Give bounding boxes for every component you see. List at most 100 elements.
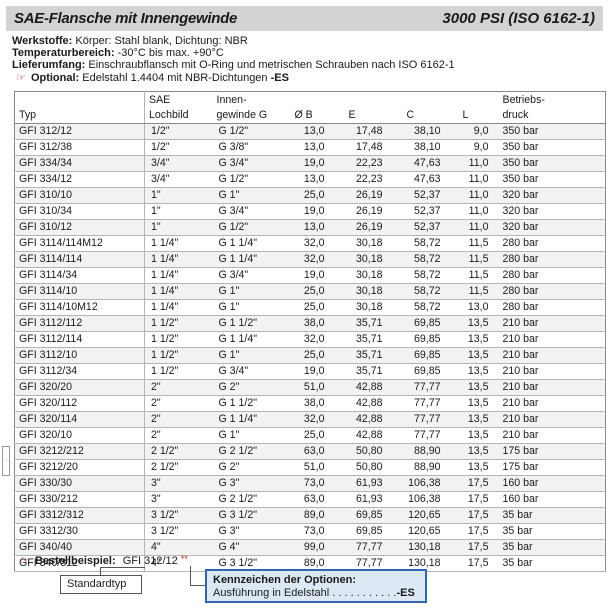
table-header-row-1: SAE Innen- Betriebs- (14, 91, 606, 106)
cell-druck: 210 bar (502, 413, 539, 425)
cell-sae: 1 1/4" (151, 237, 179, 249)
cell-l: 9,0 (473, 125, 489, 137)
cell-sae: 1 1/4" (151, 269, 179, 281)
cell-e: 61,93 (355, 493, 383, 505)
header-gewinde-g: gewinde G (212, 105, 291, 124)
cell-gewinde: G 1" (218, 189, 240, 201)
cell-gewinde: G 3 1/2" (218, 509, 258, 521)
cell-sae: 1/2" (151, 141, 170, 153)
table-row: GFI 3112/10 1 1/2" G 1" 25,0 35,71 69,85 13,5 2… (14, 347, 606, 364)
cell-e: 42,88 (355, 397, 383, 409)
cell-c: 106,38 (408, 477, 441, 489)
cell-sae: 3/4" (151, 173, 170, 185)
cell-druck: 210 bar (502, 333, 539, 345)
cell-b: 13,0 (303, 141, 325, 153)
cell-druck: 35 bar (502, 541, 533, 553)
materials-line: Werkstoffe: Körper: Stahl blank, Dichtun… (12, 35, 248, 48)
cell-c: 52,37 (413, 205, 441, 217)
cell-c: 58,72 (413, 253, 441, 265)
cell-b: 25,0 (303, 285, 325, 297)
cell-b: 13,0 (303, 173, 325, 185)
cell-l: 11,0 (468, 189, 489, 201)
cell-l: 13,5 (467, 461, 489, 473)
cell-gewinde: G 3/4" (218, 365, 249, 377)
cell-l: 11,5 (468, 237, 489, 249)
cell-b: 25,0 (303, 349, 325, 361)
cell-l: 11,5 (468, 253, 489, 265)
page-title: SAE-Flansche mit Innengewinde (14, 10, 238, 27)
cell-b: 25,0 (303, 429, 325, 441)
cell-sae: 2 1/2" (151, 445, 179, 457)
cell-c: 58,72 (413, 237, 441, 249)
cell-sae: 3 1/2" (151, 525, 179, 537)
cell-b: 32,0 (303, 237, 325, 249)
header-e: E (334, 105, 393, 124)
optional-value: Edelstahl 1.4404 mit NBR-Dichtungen (82, 72, 268, 84)
table-row: GFI 310/12 1" G 1/2" 13,0 26,19 52,37 11,0 320 … (14, 219, 606, 236)
cell-e: 69,85 (355, 525, 383, 537)
cell-druck: 280 bar (502, 285, 539, 297)
cell-c: 52,37 (413, 189, 441, 201)
cell-c: 88,90 (413, 461, 441, 473)
options-line: Ausführung in Edelstahl . . . . . . . . … (213, 587, 425, 600)
cell-b: 32,0 (303, 413, 325, 425)
cell-gewinde: G 3" (218, 477, 240, 489)
scope-line: Lieferumfang: Einschraubflansch mit O-Ri… (12, 59, 455, 72)
cell-e: 50,80 (355, 461, 383, 473)
side-marker: ·· (2, 446, 10, 476)
cell-druck: 350 bar (502, 125, 539, 137)
cell-b: 73,0 (303, 525, 325, 537)
cell-l: 13,5 (467, 413, 489, 425)
table-row: GFI 320/112 2" G 1 1/2" 38,0 42,88 77,77 13,5 2… (14, 395, 606, 412)
cell-c: 69,85 (413, 333, 441, 345)
cell-l: 13,5 (467, 445, 489, 457)
cell-sae: 1" (151, 189, 161, 201)
table-row: GFI 320/114 2" G 1 1/4" 32,0 42,88 77,77 13,5 2… (14, 411, 606, 428)
options-code: -ES (396, 587, 415, 599)
cell-l: 13,5 (467, 381, 489, 393)
cell-b: 19,0 (303, 365, 325, 377)
cell-e: 42,88 (355, 413, 383, 425)
cell-typ: GFI 3212/212 (14, 443, 145, 460)
flange-table-container: SAE Innen- Betriebs- Typ Lochbild gewind… (14, 91, 606, 572)
cell-b: 19,0 (303, 157, 325, 169)
temperature-label: Temperaturbereich: (12, 47, 115, 59)
cell-druck: 350 bar (502, 157, 539, 169)
optional-label: Optional: (30, 72, 80, 84)
cell-e: 35,71 (355, 333, 383, 345)
cell-gewinde: G 3" (218, 525, 240, 537)
cell-typ: GFI 312/38 (14, 139, 145, 156)
cell-typ: GFI 3312/30 (14, 523, 145, 540)
cell-druck: 210 bar (502, 429, 539, 441)
cell-gewinde: G 2 1/2" (218, 445, 258, 457)
table-row: GFI 312/12 1/2" G 1/2" 13,0 17,48 38,10 9,0 350… (14, 123, 606, 140)
scope-value: Einschraubflansch mit O-Ring und metrisc… (88, 59, 455, 71)
cell-l: 17,5 (467, 557, 489, 569)
cell-b: 13,0 (303, 125, 325, 137)
cell-sae: 2" (151, 429, 161, 441)
cell-typ: GFI 334/34 (14, 155, 145, 172)
cell-druck: 35 bar (502, 509, 533, 521)
cell-sae: 1 1/4" (151, 253, 179, 265)
cell-e: 17,48 (355, 141, 383, 153)
cell-l: 11,0 (468, 205, 489, 217)
cell-l: 13,5 (467, 397, 489, 409)
cell-e: 17,48 (355, 125, 383, 137)
cell-b: 63,0 (303, 493, 325, 505)
cell-sae: 1 1/4" (151, 301, 179, 313)
table-row: GFI 3312/312 3 1/2" G 3 1/2" 89,0 69,85 120,6… (14, 507, 606, 524)
standard-type-box: Standardtyp (60, 575, 142, 594)
cell-gewinde: G 4" (218, 541, 240, 553)
cell-typ: GFI 3114/114 (14, 251, 145, 268)
cell-druck: 280 bar (502, 301, 539, 313)
standard-type-label: Standardtyp (67, 578, 127, 590)
header-lochbild: Lochbild (144, 105, 213, 124)
table-row: GFI 320/10 2" G 1" 25,0 42,88 77,77 13,5 210 ba… (14, 427, 606, 444)
cell-typ: GFI 3114/10 (14, 283, 145, 300)
table-row: GFI 3212/20 2 1/2" G 2" 51,0 50,80 88,90 13,5 1… (14, 459, 606, 476)
cell-gewinde: G 2" (218, 461, 240, 473)
cell-e: 30,18 (355, 301, 383, 313)
cell-l: 13,5 (467, 333, 489, 345)
optional-suffix: -ES (270, 72, 289, 84)
cell-l: 17,5 (467, 477, 489, 489)
